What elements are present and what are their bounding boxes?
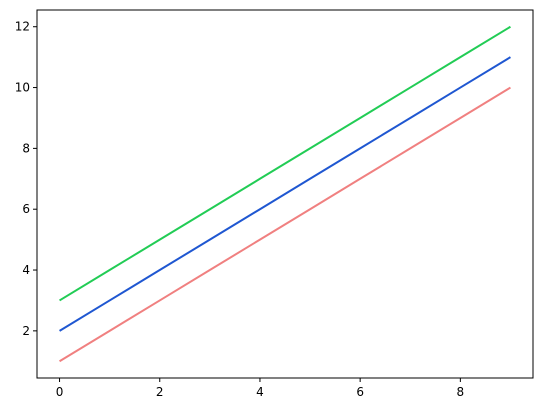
x-tick-label: 6	[356, 385, 364, 399]
y-tick-label: 4	[22, 263, 30, 277]
x-tick-label: 8	[457, 385, 465, 399]
y-axis: 2 4 6 8 10 12	[15, 20, 37, 338]
axes-frame	[36, 9, 534, 379]
y-tick-label: 10	[15, 81, 30, 95]
x-tick-label: 4	[256, 385, 264, 399]
x-tick-label: 2	[156, 385, 164, 399]
x-axis: 0 2 4 6 8	[56, 378, 464, 399]
y-tick-label: 8	[22, 141, 30, 155]
series-line-2	[59, 56, 511, 332]
x-tick-label: 0	[56, 385, 64, 399]
series-line-3	[59, 25, 511, 302]
series-line-1	[59, 86, 511, 363]
y-tick-label: 2	[22, 324, 30, 338]
y-tick-label: 12	[15, 20, 30, 34]
series-layer	[59, 25, 511, 363]
y-tick-label: 6	[22, 202, 30, 216]
